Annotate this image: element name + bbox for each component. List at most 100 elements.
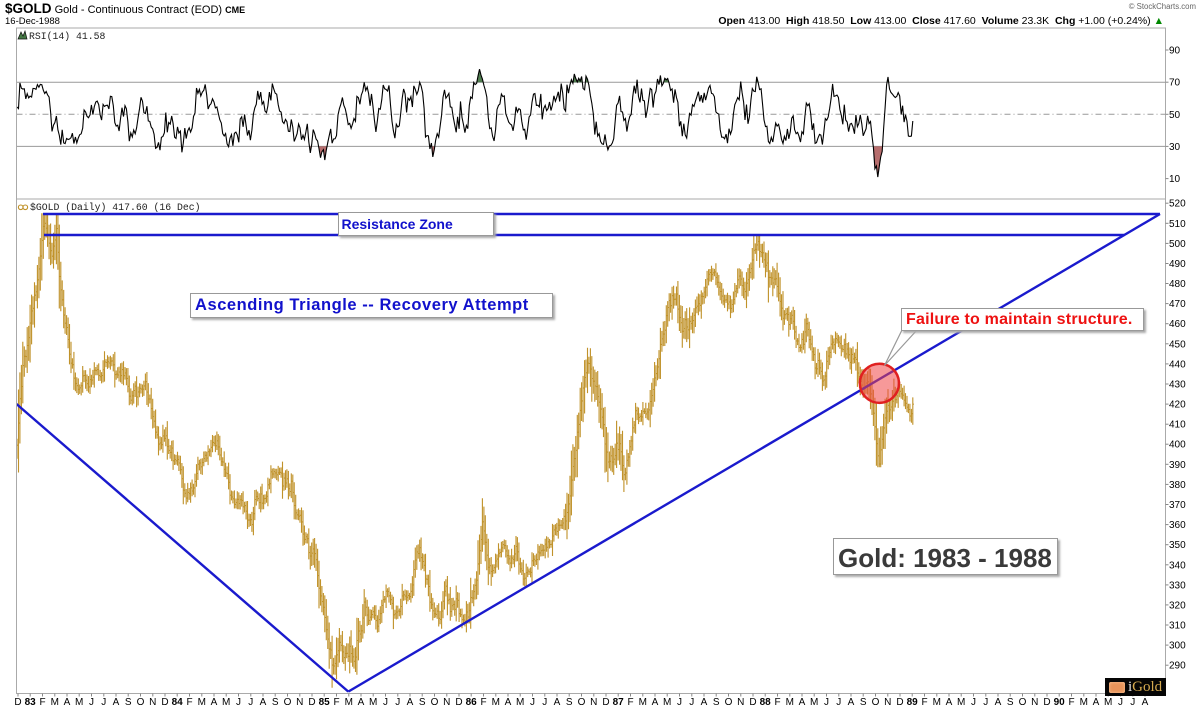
svg-text:F: F [774,697,780,708]
svg-text:N: N [737,697,744,708]
svg-text:O: O [872,697,880,708]
svg-text:M: M [516,697,524,708]
svg-text:A: A [1093,697,1100,708]
svg-text:O: O [284,697,292,708]
svg-text:70: 70 [1169,78,1181,89]
svg-text:D: D [161,697,168,708]
svg-text:D: D [455,697,462,708]
svg-text:J: J [983,697,988,708]
svg-text:510: 510 [1169,219,1186,230]
svg-text:D: D [1043,697,1050,708]
svg-text:89: 89 [907,697,919,708]
svg-text:M: M [639,697,647,708]
svg-text:D: D [602,697,609,708]
svg-text:M: M [957,697,965,708]
svg-text:O: O [578,697,586,708]
svg-text:A: A [211,697,218,708]
svg-text:J: J [836,697,841,708]
svg-text:M: M [663,697,671,708]
svg-text:F: F [480,697,486,708]
svg-text:300: 300 [1169,641,1186,652]
svg-text:A: A [848,697,855,708]
svg-text:N: N [1031,697,1038,708]
svg-text:30: 30 [1169,142,1181,153]
svg-text:460: 460 [1169,319,1186,330]
svg-text:J: J [824,697,829,708]
svg-text:J: J [530,697,535,708]
svg-text:J: J [689,697,694,708]
svg-text:S: S [566,697,573,708]
svg-text:330: 330 [1169,580,1186,591]
svg-text:M: M [1080,697,1088,708]
svg-text:J: J [236,697,241,708]
svg-text:D: D [896,697,903,708]
svg-text:N: N [296,697,303,708]
svg-text:F: F [1068,697,1074,708]
svg-text:M: M [810,697,818,708]
svg-text:A: A [407,697,414,708]
svg-text:480: 480 [1169,279,1186,290]
svg-text:450: 450 [1169,339,1186,350]
svg-text:F: F [627,697,633,708]
svg-text:O: O [725,697,733,708]
svg-text:A: A [946,697,953,708]
svg-text:M: M [75,697,83,708]
svg-text:86: 86 [466,697,478,708]
svg-text:N: N [884,697,891,708]
svg-text:J: J [1130,697,1135,708]
svg-text:M: M [51,697,59,708]
svg-text:A: A [1142,697,1149,708]
svg-text:S: S [1007,697,1014,708]
svg-text:340: 340 [1169,560,1186,571]
svg-text:F: F [186,697,192,708]
svg-text:A: A [260,697,267,708]
svg-text:J: J [971,697,976,708]
svg-text:A: A [995,697,1002,708]
svg-text:370: 370 [1169,500,1186,511]
svg-text:F: F [921,697,927,708]
svg-text:D: D [308,697,315,708]
svg-text:J: J [542,697,547,708]
svg-text:J: J [1118,697,1123,708]
svg-text:A: A [64,697,71,708]
svg-text:85: 85 [319,697,331,708]
svg-text:J: J [677,697,682,708]
svg-text:83: 83 [25,697,37,708]
svg-text:A: A [554,697,561,708]
svg-text:390: 390 [1169,460,1186,471]
svg-text:O: O [1019,697,1027,708]
svg-text:N: N [149,697,156,708]
svg-text:J: J [101,697,106,708]
svg-text:290: 290 [1169,661,1186,672]
svg-text:J: J [248,697,253,708]
svg-text:410: 410 [1169,420,1186,431]
svg-text:J: J [395,697,400,708]
svg-text:D: D [14,697,21,708]
svg-text:520: 520 [1169,199,1186,210]
svg-text:A: A [701,697,708,708]
svg-text:M: M [345,697,353,708]
svg-text:S: S [419,697,426,708]
svg-text:M: M [786,697,794,708]
svg-text:360: 360 [1169,520,1186,531]
svg-text:M: M [369,697,377,708]
svg-text:N: N [590,697,597,708]
svg-text:420: 420 [1169,400,1186,411]
svg-text:87: 87 [613,697,625,708]
svg-text:320: 320 [1169,600,1186,611]
svg-text:490: 490 [1169,259,1186,270]
svg-text:A: A [799,697,806,708]
svg-text:350: 350 [1169,540,1186,551]
svg-text:S: S [713,697,720,708]
svg-text:310: 310 [1169,621,1186,632]
svg-text:M: M [492,697,500,708]
svg-text:J: J [383,697,388,708]
svg-text:D: D [749,697,756,708]
svg-text:F: F [333,697,339,708]
svg-text:50: 50 [1169,110,1181,121]
svg-text:O: O [431,697,439,708]
svg-text:84: 84 [172,697,184,708]
svg-text:A: A [652,697,659,708]
svg-text:S: S [860,697,867,708]
svg-text:M: M [198,697,206,708]
